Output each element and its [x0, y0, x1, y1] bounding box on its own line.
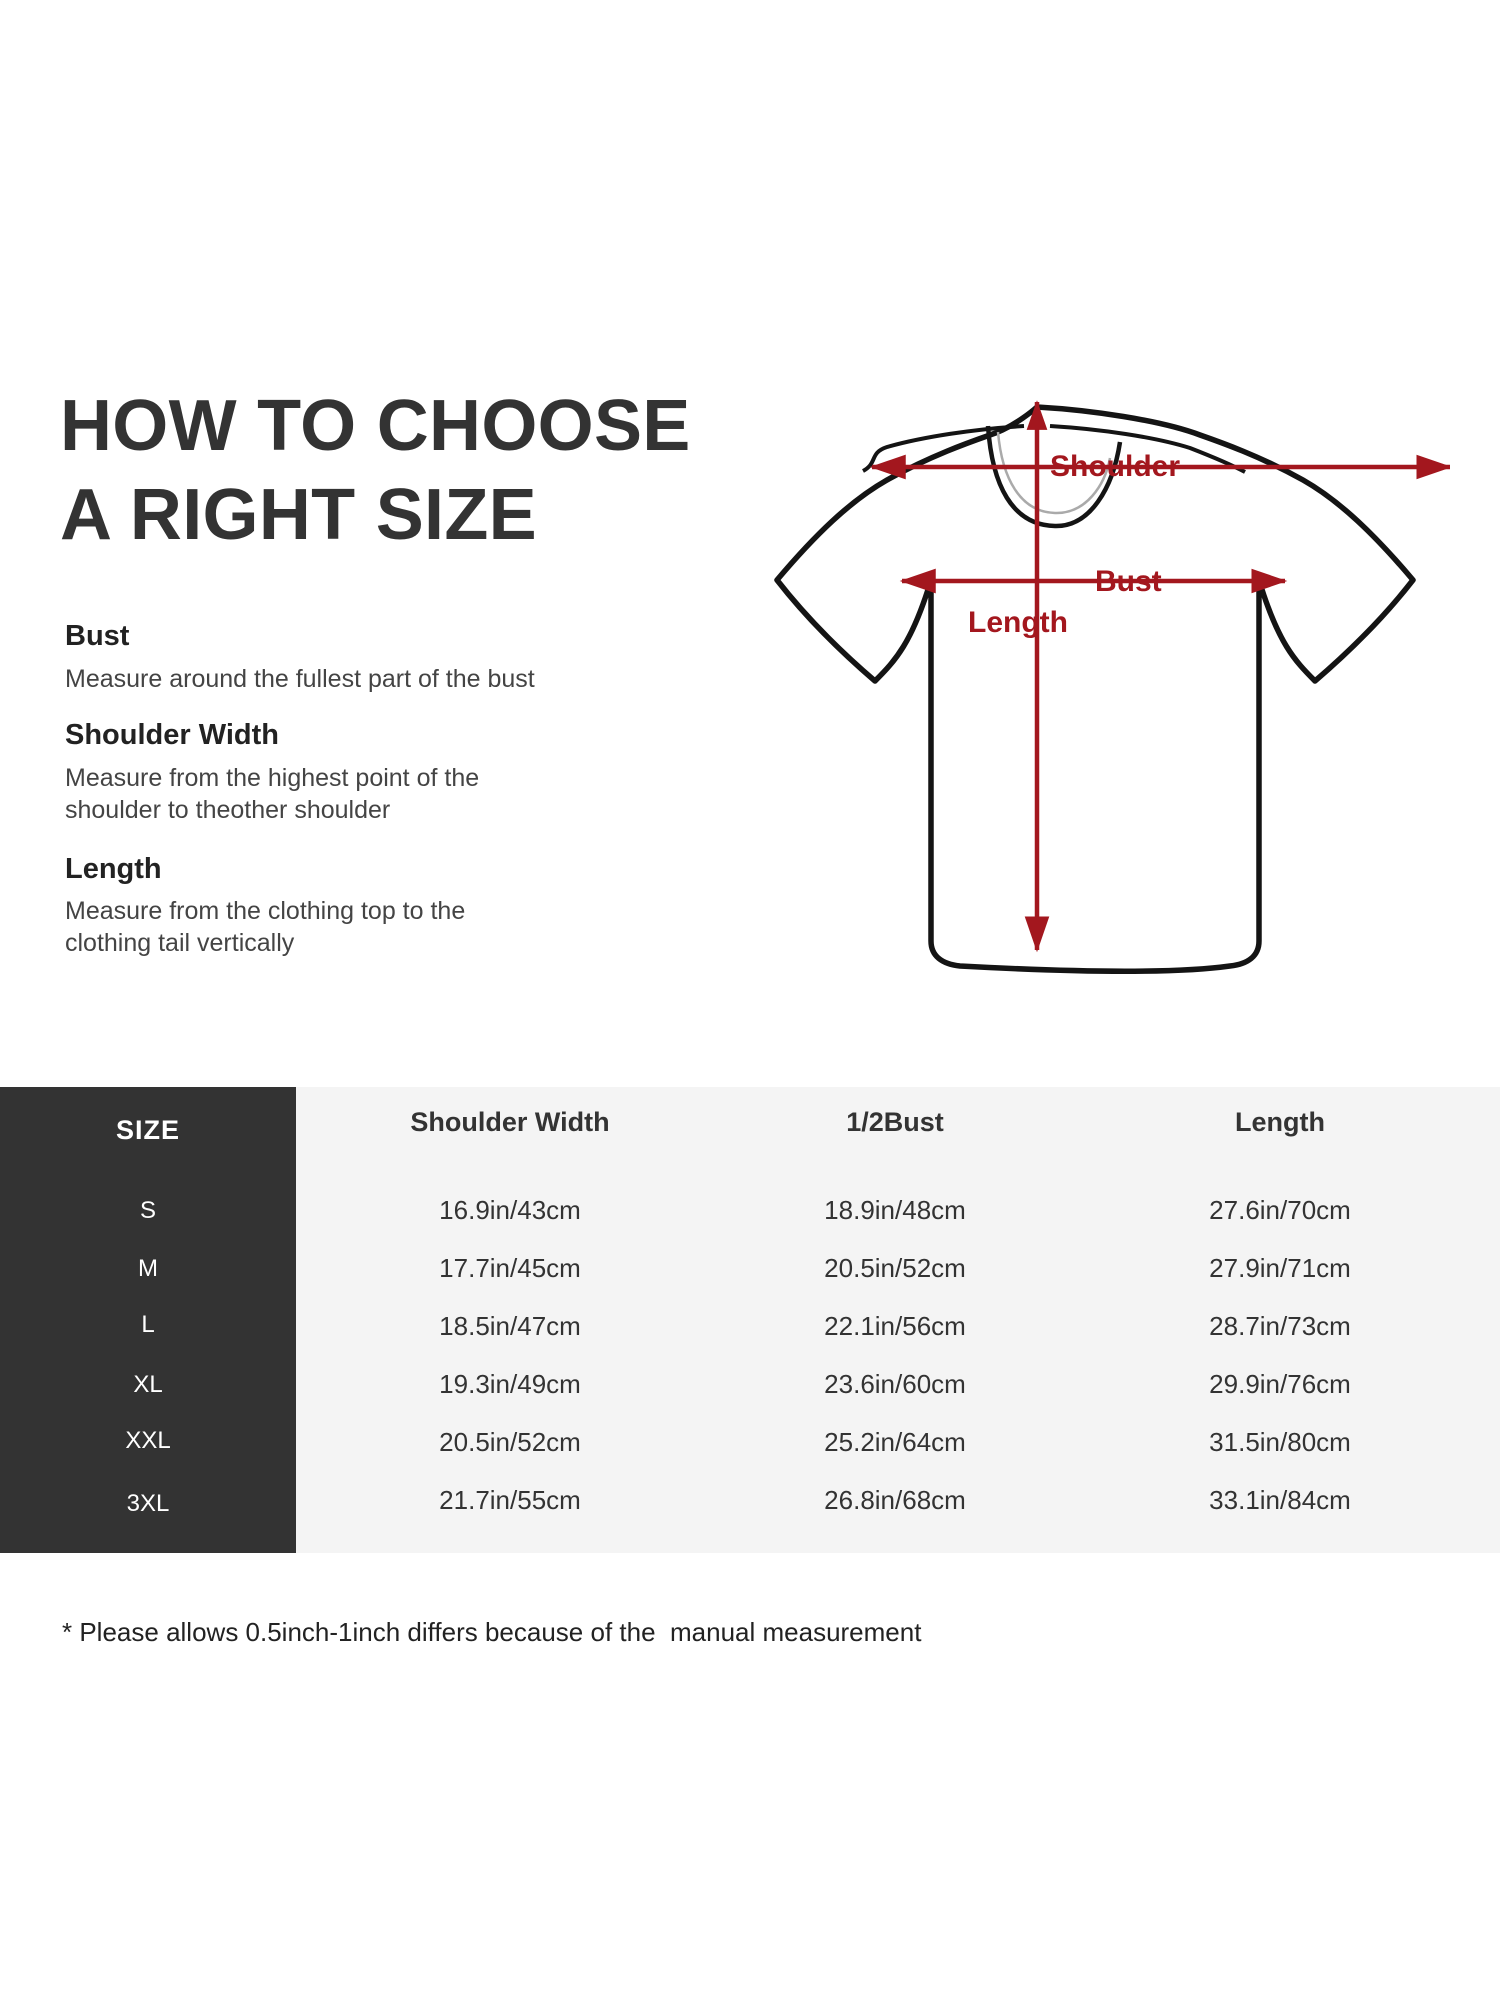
- svg-text:Length: Length: [968, 606, 1068, 639]
- svg-text:Bust: Bust: [1095, 565, 1162, 598]
- svg-text:Shoulder: Shoulder: [1050, 450, 1180, 483]
